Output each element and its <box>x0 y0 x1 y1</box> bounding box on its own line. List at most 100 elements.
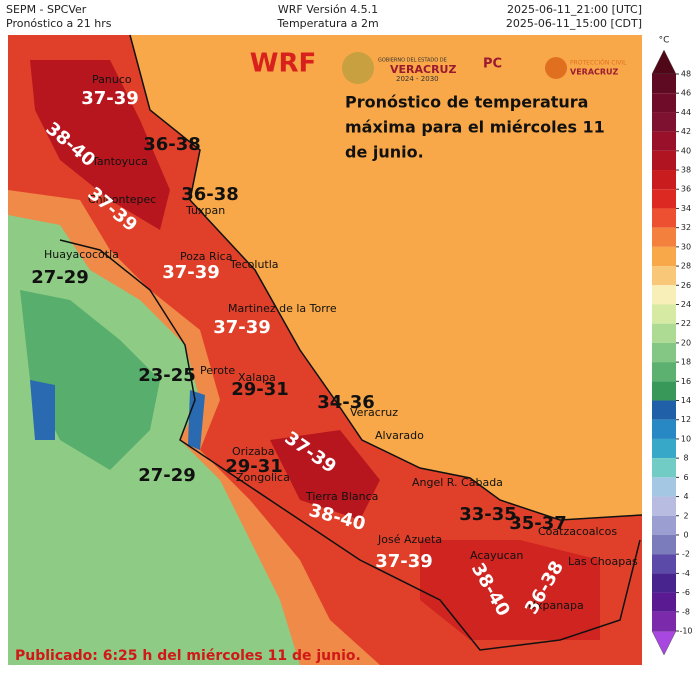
logo-text: PC <box>483 57 502 72</box>
city-label: Tuxpan <box>185 204 225 217</box>
colorbar-bin <box>652 458 676 478</box>
colorbar-tick-label: -4 <box>682 569 690 578</box>
range-label: 27-29 <box>138 465 196 486</box>
colorbar-bin <box>652 93 676 113</box>
colorbar-bin <box>652 170 676 190</box>
colorbar-bin <box>652 419 676 439</box>
colorbar-bin <box>652 227 676 247</box>
header-center: Temperatura a 2m <box>276 17 378 30</box>
colorbar-bin <box>652 74 676 94</box>
colorbar-tick-label: -6 <box>682 588 690 597</box>
logo-icon <box>342 52 374 84</box>
city-label: Poza Rica <box>180 250 232 263</box>
colorbar-unit: °C <box>659 36 670 46</box>
colorbar-bin <box>652 266 676 286</box>
colorbar-tick-label: -10 <box>679 627 692 636</box>
land-cold <box>30 380 55 440</box>
colorbar-bin <box>652 477 676 497</box>
range-label: 27-29 <box>31 267 89 288</box>
city-label: Tecolutla <box>229 258 279 271</box>
range-label: 34-36 <box>317 392 375 413</box>
colorbar-bin <box>652 246 676 267</box>
map <box>8 34 643 665</box>
city-label: Veracruz <box>350 406 398 419</box>
land-hot <box>420 540 600 640</box>
colorbar-tick-label: 16 <box>681 377 691 386</box>
description: máxima para el miércoles 11 <box>345 118 605 137</box>
land-cold <box>188 390 205 450</box>
colorbar-bin <box>652 592 676 612</box>
colorbar-bin <box>652 131 676 151</box>
colorbar-tick-label: 48 <box>681 70 691 79</box>
logo-text: VERACRUZ <box>570 68 619 77</box>
city-label: Tierra Blanca <box>305 490 378 503</box>
colorbar-bin <box>652 285 676 305</box>
colorbar-tick-label: 12 <box>681 415 691 424</box>
colorbar-tick-label: 44 <box>681 108 691 117</box>
colorbar-tick-label: 8 <box>683 454 688 463</box>
range-label: 35-37 <box>509 513 567 534</box>
land-hot <box>30 60 170 230</box>
colorbar-bin <box>652 323 676 343</box>
colorbar-bin <box>652 112 676 132</box>
colorbar-tick-label: 32 <box>681 223 691 232</box>
colorbar-bin <box>652 400 676 420</box>
colorbar-tick-label: 26 <box>681 281 691 290</box>
colorbar-tick-label: 30 <box>681 242 691 251</box>
city-label: Huayacocotla <box>44 248 119 261</box>
colorbar-tick-label: 24 <box>681 300 691 309</box>
colorbar-tick-label: 34 <box>681 204 691 213</box>
colorbar-bin <box>652 150 676 171</box>
colorbar-bin <box>652 438 676 459</box>
colorbar-tick-label: 14 <box>681 396 691 405</box>
city-label: Martinez de la Torre <box>228 302 337 315</box>
colorbar-tick-label: 20 <box>681 338 691 347</box>
colorbar-tick-label: 4 <box>683 492 688 501</box>
colorbar-bin <box>652 554 676 574</box>
colorbar-bin <box>652 515 676 535</box>
range-label: 23-25 <box>138 365 196 386</box>
footer: Publicado: 6:25 h del miércoles 11 de ju… <box>15 648 361 664</box>
colorbar-tick-label: 36 <box>681 185 691 194</box>
coastline <box>129 34 643 521</box>
city-label: Zongolica <box>236 471 290 484</box>
colorbar-tick-label: 22 <box>681 319 691 328</box>
colorbar-tick-label: 18 <box>681 358 691 367</box>
colorbar-bin <box>652 496 676 516</box>
colorbar-bin <box>652 381 676 401</box>
description: de junio. <box>345 143 424 162</box>
colorbar-bin <box>652 573 676 593</box>
city-label: Angel R. Cabada <box>412 476 503 489</box>
colorbar-tick-label: 38 <box>681 166 691 175</box>
header-center: WRF Versión 4.5.1 <box>278 3 378 16</box>
range-label: 37-39 <box>162 262 220 283</box>
colorbar-bin <box>652 534 676 555</box>
colorbar-tick-label: -8 <box>682 607 690 616</box>
state-border <box>59 239 641 651</box>
description: Pronóstico de temperatura <box>345 93 588 112</box>
colorbar-bin <box>652 189 676 209</box>
header-right: 2025-06-11_15:00 [CDT] <box>506 17 642 30</box>
city-label: Panuco <box>92 73 132 86</box>
city-label: Uxpanapa <box>528 599 584 612</box>
colorbar-bin <box>652 208 676 228</box>
header-right: 2025-06-11_21:00 [UTC] <box>507 3 642 16</box>
colorbar-tick-label: 2 <box>683 511 688 520</box>
range-label: 36-38 <box>181 184 239 205</box>
colorbar-tick-label: 0 <box>683 530 688 539</box>
land-hot <box>270 430 380 520</box>
city-label: Acayucan <box>470 549 523 562</box>
colorbar-bin <box>652 362 676 382</box>
header-left: Pronóstico a 21 hrs <box>6 17 112 30</box>
model-label: WRF <box>250 49 316 79</box>
range-label: 29-31 <box>225 456 283 477</box>
logo-text: PROTECCIÓN CIVIL <box>570 60 627 67</box>
city-label: José Azueta <box>377 533 442 546</box>
colorbar-bin <box>652 342 676 363</box>
range-label: 36-38 <box>143 134 201 155</box>
city-label: Alvarado <box>375 429 424 442</box>
logo-text: 2024 - 2030 <box>396 75 439 83</box>
range-label: 37-39 <box>375 551 433 572</box>
colorbar-tick-label: 40 <box>681 146 691 155</box>
